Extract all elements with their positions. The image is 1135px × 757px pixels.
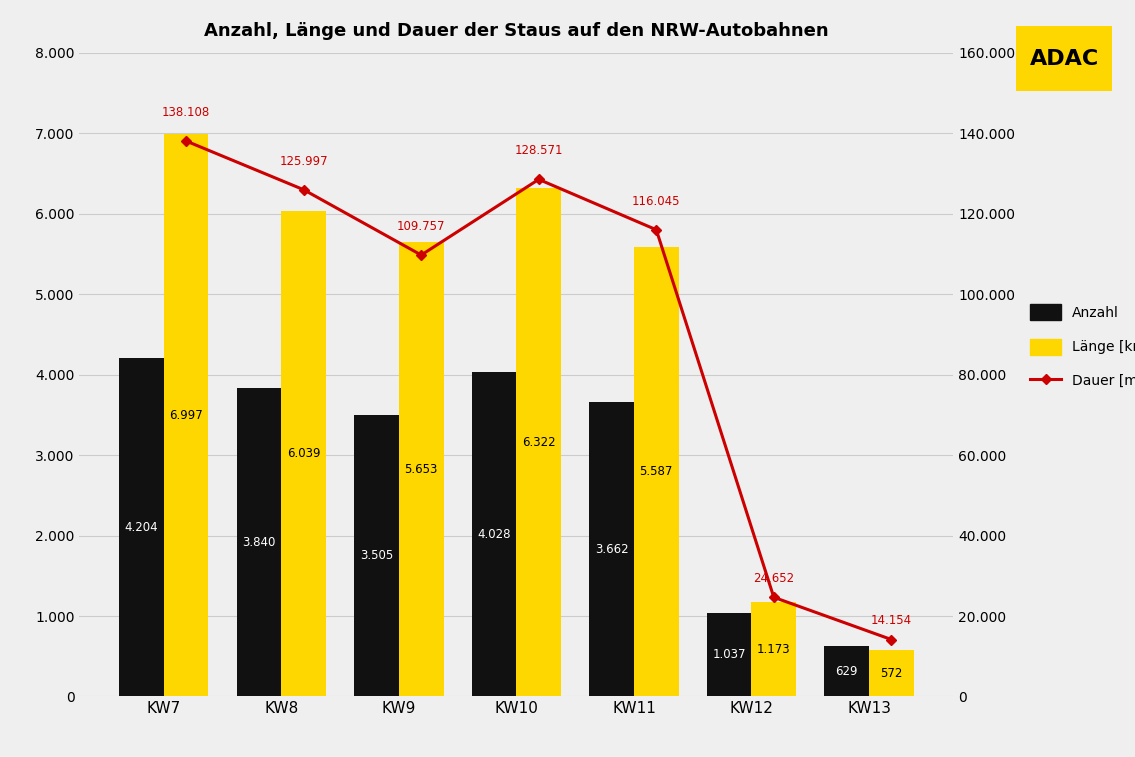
Bar [237,388,281,696]
Text: 3.662: 3.662 [595,543,629,556]
Bar [634,247,679,696]
Text: 5.587: 5.587 [640,466,673,478]
Bar [354,415,398,696]
Text: 138.108: 138.108 [162,106,210,119]
Text: 4.204: 4.204 [125,521,158,534]
Bar [472,372,516,696]
Bar [589,402,634,696]
Bar [281,210,326,696]
Text: 3.505: 3.505 [360,549,393,562]
Title: Anzahl, Länge und Dauer der Staus auf den NRW-Autobahnen: Anzahl, Länge und Dauer der Staus auf de… [204,22,829,40]
Text: 6.039: 6.039 [287,447,320,460]
Bar [751,602,796,696]
Text: 128.571: 128.571 [514,145,563,157]
Bar [516,188,561,696]
Bar [119,358,163,696]
Text: 1.173: 1.173 [757,643,791,656]
Bar [707,613,751,696]
Text: 14.154: 14.154 [871,615,911,628]
Text: 109.757: 109.757 [397,220,445,233]
Text: 116.045: 116.045 [632,195,681,207]
Text: 1.037: 1.037 [713,648,746,661]
Bar [398,241,444,696]
Legend: Anzahl, Länge [km], Dauer [min]: Anzahl, Länge [km], Dauer [min] [1031,304,1135,388]
Text: ADAC: ADAC [1029,48,1099,69]
Text: 629: 629 [835,665,858,678]
Text: 5.653: 5.653 [404,463,438,475]
Bar [869,650,914,696]
Text: 3.840: 3.840 [243,535,276,549]
Bar [824,646,869,696]
Text: 6.997: 6.997 [169,409,203,422]
Text: 125.997: 125.997 [279,154,328,167]
Text: 6.322: 6.322 [522,436,555,449]
Bar [163,134,209,696]
Text: 572: 572 [880,667,902,680]
Text: 24.652: 24.652 [754,572,794,585]
Text: 4.028: 4.028 [478,528,511,541]
